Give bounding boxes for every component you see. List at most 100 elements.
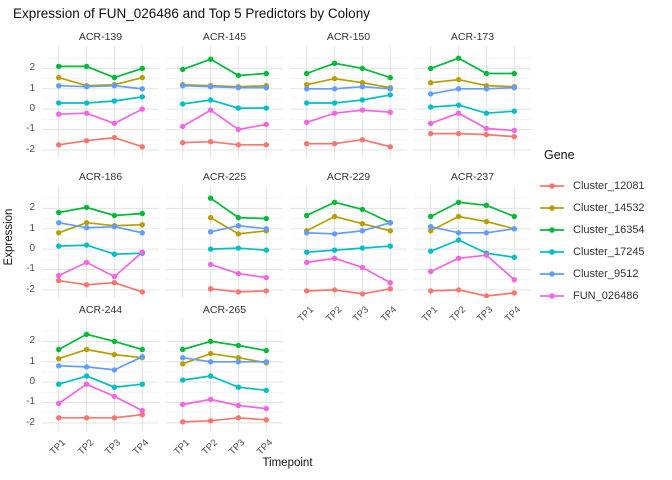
data-point — [139, 65, 145, 72]
data-point — [207, 214, 214, 221]
data-point — [235, 342, 242, 349]
series-line — [182, 99, 267, 109]
data-point — [263, 417, 269, 423]
data-point — [331, 75, 338, 82]
data-point — [235, 359, 242, 365]
data-point — [387, 286, 393, 292]
data-point — [428, 213, 434, 220]
data-point — [139, 94, 145, 100]
data-point — [207, 338, 214, 345]
series-line — [430, 132, 515, 138]
data-point — [56, 209, 62, 216]
series-line — [58, 96, 143, 104]
data-point — [207, 195, 214, 201]
series-line — [306, 85, 391, 90]
data-point — [359, 206, 366, 213]
data-point — [428, 91, 434, 97]
series-line — [430, 289, 515, 297]
data-point — [455, 287, 462, 293]
data-point — [139, 289, 145, 295]
data-point — [455, 110, 462, 116]
facet-panel — [414, 186, 531, 298]
data-point — [304, 288, 310, 294]
data-point — [83, 100, 90, 106]
legend-item-label: Cluster_12081 — [573, 180, 645, 192]
data-point — [83, 373, 90, 379]
data-point — [263, 405, 269, 412]
legend-item: Cluster_17245 — [538, 241, 670, 263]
y-tick-label: 0 — [29, 243, 35, 255]
legend-key-icon — [540, 249, 564, 255]
series-line — [58, 206, 143, 217]
data-point — [235, 402, 242, 409]
data-point — [511, 290, 517, 296]
data-point — [83, 204, 90, 211]
data-point — [207, 373, 214, 379]
data-point — [263, 70, 269, 77]
legend-item-label: Cluster_14532 — [573, 202, 645, 214]
data-point — [83, 225, 90, 231]
data-point — [56, 74, 62, 81]
data-point — [207, 261, 214, 268]
y-tick-label: 2 — [29, 202, 35, 214]
data-point — [387, 144, 393, 150]
data-point — [111, 74, 118, 81]
data-point — [263, 226, 269, 232]
data-point — [111, 338, 118, 345]
data-point — [483, 218, 490, 225]
data-point — [207, 56, 214, 62]
data-point — [56, 100, 62, 106]
data-point — [180, 140, 186, 146]
data-point — [180, 123, 186, 130]
data-point — [331, 141, 338, 147]
series-line — [58, 108, 143, 125]
data-point — [304, 119, 310, 126]
data-point — [455, 199, 462, 205]
data-point — [83, 282, 90, 288]
legend-item-label: Cluster_16354 — [573, 224, 645, 236]
facet-title: ACR-173 — [450, 31, 495, 43]
y-tick-label: -2 — [26, 416, 35, 428]
data-point — [139, 106, 145, 112]
series-line — [306, 245, 391, 254]
series-line — [58, 279, 143, 293]
series-line — [58, 65, 143, 79]
facet-panel — [42, 46, 159, 158]
series-line — [430, 254, 515, 281]
facet-title: ACR-145 — [202, 31, 247, 43]
data-point — [511, 213, 517, 220]
data-point — [83, 364, 90, 370]
data-point — [235, 72, 242, 79]
data-point — [331, 231, 338, 237]
data-point — [56, 230, 62, 236]
data-point — [207, 396, 214, 403]
data-point — [139, 222, 145, 228]
data-point — [180, 83, 186, 89]
data-point — [83, 331, 90, 337]
data-point — [428, 130, 434, 137]
series-line — [58, 84, 143, 90]
data-point — [331, 247, 338, 253]
series-line — [58, 221, 143, 234]
legend-key-icon — [540, 205, 564, 211]
series-line — [306, 138, 391, 148]
data-point — [263, 215, 269, 222]
data-point — [235, 415, 242, 421]
data-point — [180, 377, 186, 383]
data-point — [207, 246, 214, 252]
data-point — [455, 130, 462, 137]
data-point — [235, 105, 242, 111]
y-tick-label: 1 — [29, 82, 35, 94]
y-tick-label: -2 — [26, 143, 35, 155]
series-line — [58, 244, 143, 256]
data-point — [331, 110, 338, 116]
legend-key-icon — [540, 271, 564, 277]
data-point — [139, 407, 145, 414]
data-point — [511, 277, 517, 283]
x-tick-label: TP1 — [419, 304, 440, 325]
data-point — [180, 361, 186, 367]
data-point — [235, 223, 242, 229]
y-tick-label: -1 — [26, 396, 35, 408]
y-tick-label: 2 — [29, 335, 35, 347]
